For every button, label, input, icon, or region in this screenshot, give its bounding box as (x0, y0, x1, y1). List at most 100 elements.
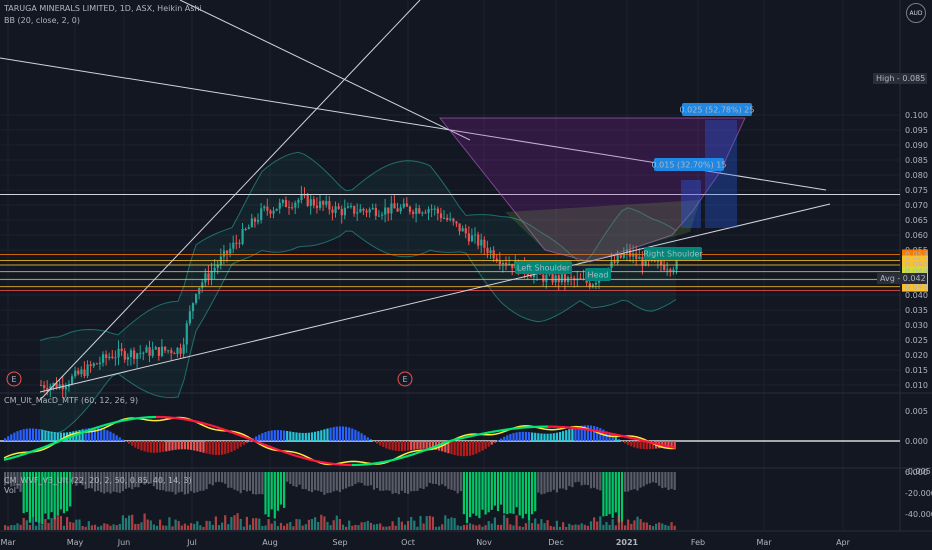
candle-body (278, 202, 281, 209)
volume-bar (655, 523, 658, 530)
candle-body (322, 201, 325, 205)
volume-bar (422, 523, 425, 530)
macd-hist-bar (369, 439, 372, 441)
wvf-bar (56, 472, 59, 516)
macd-hist-bar (351, 428, 354, 441)
price-tick: 0.065 (905, 216, 928, 225)
volume-bar (87, 521, 90, 530)
wvf-bar (624, 472, 627, 492)
candle-body (526, 272, 529, 276)
trendline-base (39, 203, 831, 393)
macd-line-segment (279, 449, 285, 453)
wvf-bar (177, 472, 180, 493)
candle-body (74, 370, 77, 377)
macd-line-segment (271, 446, 277, 451)
macd-line-segment (407, 453, 413, 457)
macd-hist-bar (583, 425, 586, 441)
macd-hist-bar (568, 429, 571, 441)
wvf-bar (4, 472, 7, 486)
wvf-legend[interactable]: CM_WVF_V3_Ult (22, 20, 2, 50, 0.85, 40, … (4, 476, 192, 485)
volume-bar (512, 525, 515, 530)
macd-line-segment (491, 430, 497, 433)
candle-body (328, 201, 331, 210)
volume-bar (447, 518, 450, 530)
wvf-bar (658, 472, 661, 486)
volume-bar (109, 525, 112, 530)
currency-badge[interactable]: AUD (906, 3, 926, 23)
macd-line-segment (403, 454, 409, 459)
macd-hist-bar (326, 428, 329, 441)
wvf-bar (341, 472, 345, 490)
macd-line-segment (471, 433, 477, 437)
candle-body (291, 207, 294, 209)
macd-hist-bar (183, 441, 186, 450)
volume-bar (493, 517, 496, 530)
time-tick: Mar (0, 538, 16, 547)
wvf-bar (475, 472, 478, 516)
macd-legend[interactable]: CM_Ult_MacD_MTF (60, 12, 26, 9) (4, 396, 139, 405)
wvf-bar (258, 472, 261, 495)
macd-hist-bar (118, 437, 121, 441)
macd-line-segment (11, 455, 17, 459)
candle-body (594, 282, 598, 285)
candle-body (114, 357, 117, 359)
candle-body (529, 275, 532, 278)
vol-legend[interactable]: Vol (4, 486, 16, 495)
volume-bar (577, 524, 580, 530)
macd-line-segment (495, 429, 501, 433)
candle-body (656, 260, 660, 262)
wvf-bar (323, 472, 326, 495)
volume-bar (270, 523, 273, 530)
candle-body (139, 353, 142, 355)
candle-body (263, 206, 266, 209)
wvf-bar (462, 472, 465, 515)
bollinger-legend[interactable]: BB (20, close, 2, 0) (4, 16, 80, 25)
wvf-bar (484, 472, 487, 515)
candle-body (300, 194, 303, 200)
wvf-bar (472, 472, 475, 514)
wvf-bar (286, 472, 289, 482)
wvf-bar (289, 472, 292, 484)
macd-hist-bar (419, 441, 422, 449)
candle-body (182, 344, 185, 354)
volume-bar (664, 524, 667, 530)
volume-bar (633, 520, 636, 530)
wvf-bar (245, 472, 248, 492)
macd-hist-bar (633, 441, 636, 448)
volume-bar (568, 523, 571, 530)
candle-body (117, 348, 120, 358)
macd-line-segment (671, 446, 677, 450)
candle-body (591, 284, 594, 288)
wvf-bar (165, 472, 168, 492)
target-label-1: 0.025 (52.78%) 25 (680, 106, 755, 115)
candle-body (136, 353, 139, 359)
macd-line-segment (299, 455, 305, 460)
level-tag-bg (902, 266, 928, 277)
price-tick: 0.025 (905, 336, 928, 345)
candle-body (129, 350, 133, 357)
wvf-bar (106, 472, 109, 492)
level-tag: 0.053 (905, 251, 928, 260)
volume-bar (90, 525, 93, 530)
volume-bar (93, 524, 97, 530)
level-tag: 0.043 (905, 283, 928, 292)
wvf-bar (670, 472, 673, 489)
wvf-bar (642, 472, 645, 487)
macd-line-segment (479, 432, 485, 436)
volume-bar (335, 515, 338, 530)
macd-line-segment (19, 453, 25, 457)
macd-hist-bar (245, 441, 248, 443)
wvf-bar (248, 472, 252, 491)
candle-body (511, 263, 514, 269)
macd-hist-bar (128, 441, 131, 444)
candle-body (222, 250, 226, 257)
wvf-bar (459, 472, 462, 492)
time-tick: Apr (836, 538, 851, 547)
macd-hist-bar (329, 427, 332, 441)
candle-body (477, 234, 480, 246)
wvf-bar (428, 472, 431, 483)
wvf-bar (410, 472, 413, 492)
candle-body (120, 348, 123, 352)
macd-hist-bar (230, 441, 233, 452)
